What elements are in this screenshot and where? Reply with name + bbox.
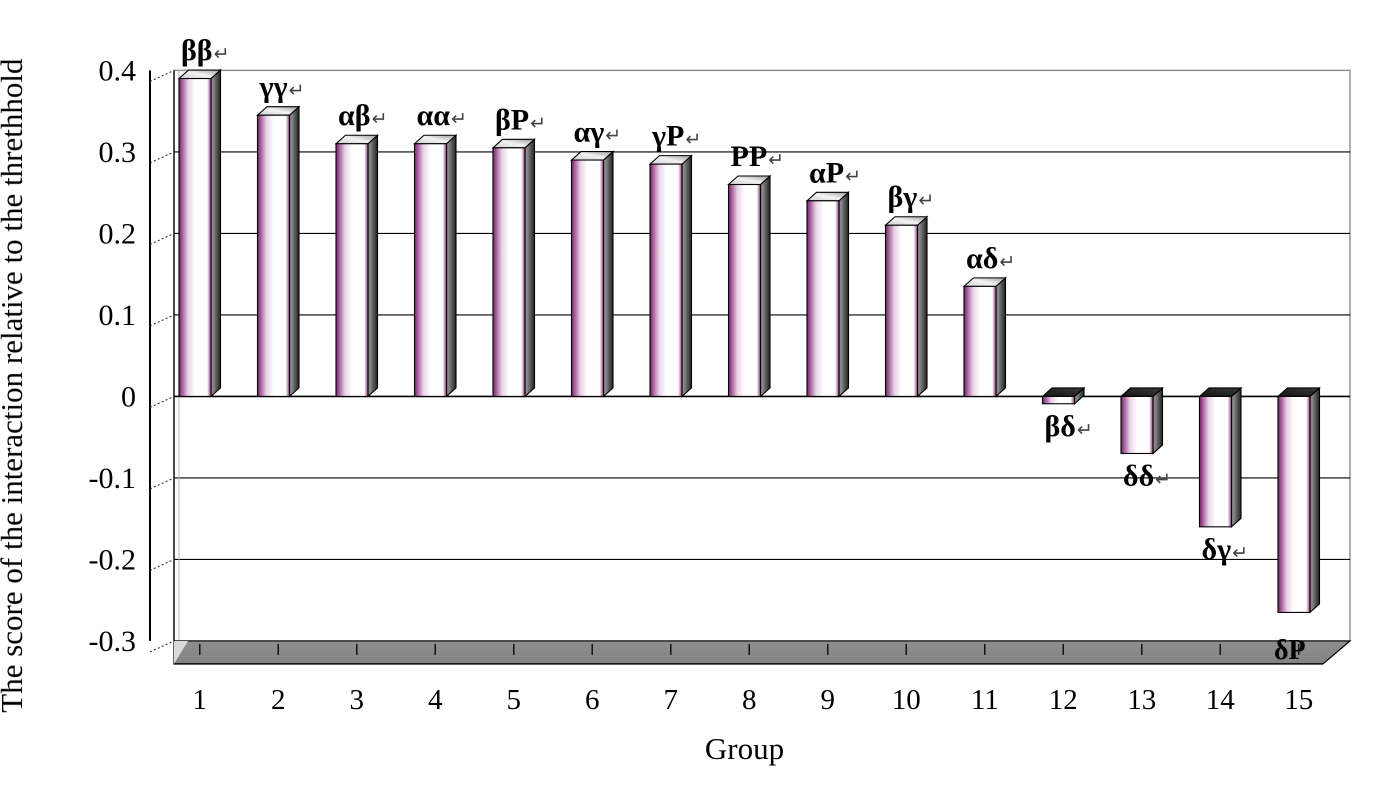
svg-text:11: 11 <box>971 684 999 716</box>
svg-text:-0.1: -0.1 <box>89 462 137 495</box>
svg-text:7: 7 <box>664 684 679 716</box>
svg-text:13: 13 <box>1127 684 1156 716</box>
svg-text:3: 3 <box>350 684 365 716</box>
svg-text:4: 4 <box>428 684 443 716</box>
svg-text:Group: Group <box>705 731 784 766</box>
svg-text:10: 10 <box>892 684 921 716</box>
svg-text:0.2: 0.2 <box>99 217 137 250</box>
svg-text:8: 8 <box>742 684 757 716</box>
svg-text:0: 0 <box>121 380 136 413</box>
svg-text:12: 12 <box>1049 684 1078 716</box>
svg-text:1: 1 <box>193 684 208 716</box>
svg-text:-0.3: -0.3 <box>89 625 137 658</box>
svg-text:2: 2 <box>271 684 286 716</box>
svg-text:0.1: 0.1 <box>99 299 137 332</box>
svg-text:15: 15 <box>1284 684 1313 716</box>
svg-text:5: 5 <box>507 684 522 716</box>
svg-text:-0.2: -0.2 <box>89 543 137 576</box>
svg-text:δP: δP <box>1274 635 1306 666</box>
svg-text:0.3: 0.3 <box>99 136 137 169</box>
svg-text:0.4: 0.4 <box>99 54 137 87</box>
svg-text:9: 9 <box>821 684 836 716</box>
svg-text:The score of the interaction r: The score of the interaction relative to… <box>0 58 29 713</box>
svg-text:14: 14 <box>1206 684 1236 716</box>
svg-text:6: 6 <box>585 684 600 716</box>
